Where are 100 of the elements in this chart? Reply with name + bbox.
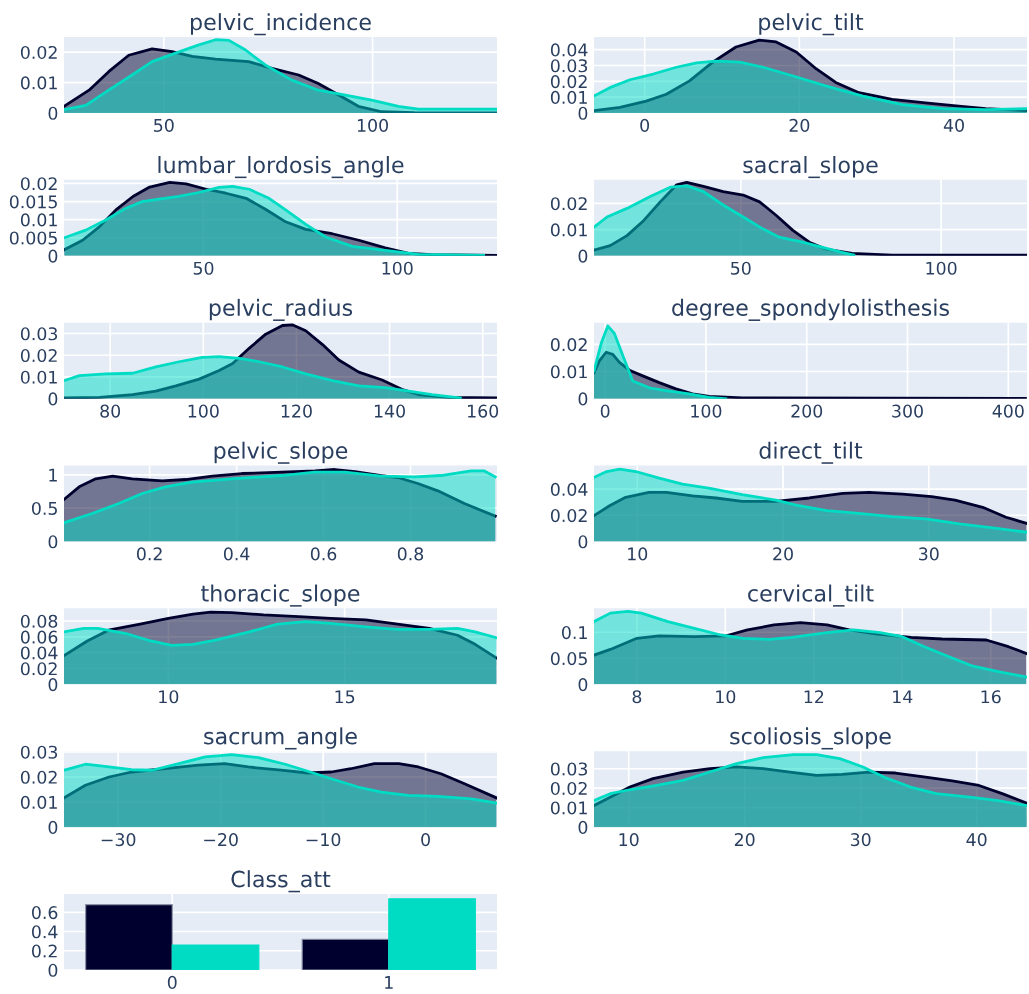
x-tick-label: 20 bbox=[773, 547, 793, 561]
y-tick-label: 0.01 bbox=[550, 90, 587, 104]
y-tick-label: 0.04 bbox=[550, 482, 588, 496]
chart-title: thoracic_slope bbox=[201, 584, 360, 607]
x-tick-label: 20 bbox=[734, 833, 755, 847]
y-tick-label: 0 bbox=[48, 106, 58, 120]
chart-title: cervical_tilt bbox=[748, 584, 874, 607]
y-tick-label: 0.02 bbox=[20, 770, 57, 784]
y-tick-label: 0.02 bbox=[20, 348, 57, 363]
x-tick-label: 30 bbox=[919, 547, 939, 561]
y-tick-label: 0.02 bbox=[550, 197, 587, 211]
y-tick-label: 0.1 bbox=[561, 626, 587, 640]
chart-title: pelvic_tilt bbox=[759, 13, 864, 36]
x-tick-label: −10 bbox=[306, 833, 341, 847]
x-tick-label: 400 bbox=[992, 404, 1024, 418]
x-tick-label: 50 bbox=[193, 261, 214, 275]
x-tick-label: 40 bbox=[966, 833, 987, 847]
y-tick-label: 0.02 bbox=[550, 509, 587, 523]
bar bbox=[301, 938, 390, 970]
y-tick-label: 0 bbox=[48, 535, 58, 549]
x-tick-label: 50 bbox=[731, 261, 751, 275]
x-tick-label: −30 bbox=[101, 833, 136, 847]
x-tick-label: 0.8 bbox=[397, 547, 424, 561]
chart-title: pelvic_slope bbox=[214, 441, 348, 464]
y-tick-label: 0.01 bbox=[550, 223, 587, 237]
y-tick-label: 0.6 bbox=[31, 906, 58, 920]
chart-title: Class_att bbox=[231, 870, 331, 893]
y-tick-label: 0.04 bbox=[20, 646, 58, 660]
y-tick-label: 0.015 bbox=[9, 195, 57, 209]
x-tick-label: 0 bbox=[421, 833, 430, 847]
x-tick-label: 12 bbox=[804, 690, 824, 704]
y-tick-label: 0.4 bbox=[31, 925, 58, 939]
x-tick-label: 10 bbox=[716, 690, 736, 704]
x-tick-label: 0 bbox=[640, 118, 650, 132]
y-tick-label: 0 bbox=[578, 678, 588, 692]
y-tick-label: 0.01 bbox=[550, 365, 587, 379]
bar bbox=[85, 904, 173, 970]
y-tick-label: 0.5 bbox=[31, 501, 57, 516]
x-tick-label: 0 bbox=[600, 404, 610, 418]
y-tick-label: 0.01 bbox=[20, 795, 57, 809]
chart-title: sacral_slope bbox=[743, 156, 878, 179]
y-tick-label: 0.03 bbox=[20, 327, 58, 341]
y-tick-label: 1 bbox=[49, 468, 57, 482]
y-tick-label: 0.01 bbox=[20, 213, 57, 227]
x-tick-label: 10 bbox=[628, 547, 648, 561]
chart-title: lumbar_lordosis_angle bbox=[158, 156, 404, 179]
y-tick-label: 0 bbox=[48, 820, 58, 835]
x-tick-label: 100 bbox=[926, 261, 957, 275]
chart-title: sacrum_angle bbox=[204, 727, 357, 750]
y-tick-label: 0.02 bbox=[550, 75, 587, 89]
x-tick-label: 100 bbox=[188, 404, 219, 418]
x-tick-label: 140 bbox=[374, 404, 405, 418]
y-tick-label: 0 bbox=[578, 535, 588, 549]
y-tick-label: 0 bbox=[48, 678, 58, 692]
y-tick-label: 0.04 bbox=[550, 43, 588, 57]
x-tick-label: 50 bbox=[154, 118, 174, 132]
x-tick-label: 8 bbox=[632, 690, 642, 704]
y-tick-label: 0.05 bbox=[550, 652, 587, 666]
x-tick-label: 14 bbox=[893, 690, 913, 704]
y-tick-label: 0 bbox=[578, 249, 588, 263]
y-tick-label: 0.03 bbox=[550, 59, 588, 73]
y-tick-label: 0.06 bbox=[20, 630, 58, 644]
x-tick-label: 0.6 bbox=[310, 547, 337, 561]
chart-title: direct_tilt bbox=[759, 441, 863, 464]
y-tick-label: 0 bbox=[48, 963, 58, 977]
x-tick-label: 200 bbox=[791, 404, 823, 418]
x-tick-label: 20 bbox=[789, 118, 810, 132]
x-tick-label: 0.2 bbox=[136, 547, 162, 561]
bar bbox=[171, 944, 260, 970]
y-tick-label: 0 bbox=[578, 820, 588, 835]
x-tick-label: 40 bbox=[943, 118, 964, 132]
x-tick-label: 100 bbox=[691, 404, 722, 418]
y-tick-label: 0.01 bbox=[550, 801, 587, 815]
y-tick-label: 0.03 bbox=[20, 745, 58, 759]
x-tick-label: 120 bbox=[281, 404, 312, 418]
y-tick-label: 0.01 bbox=[20, 370, 57, 384]
x-tick-label: −20 bbox=[204, 833, 238, 847]
y-tick-label: 0.08 bbox=[20, 614, 58, 628]
chart-title: scoliosis_slope bbox=[730, 727, 891, 750]
y-tick-label: 0.02 bbox=[20, 177, 57, 191]
y-tick-label: 0 bbox=[578, 392, 588, 406]
y-tick-label: 0.02 bbox=[550, 781, 587, 796]
y-tick-label: 0.005 bbox=[9, 231, 57, 245]
x-tick-label: 30 bbox=[850, 833, 871, 847]
y-tick-label: 0.01 bbox=[20, 76, 57, 90]
x-tick-label: 10 bbox=[619, 833, 639, 847]
y-tick-label: 0.02 bbox=[20, 662, 57, 676]
x-tick-label: 10 bbox=[159, 690, 179, 704]
y-tick-label: 0.2 bbox=[31, 944, 57, 958]
x-tick-label: 100 bbox=[382, 261, 413, 275]
y-tick-label: 0.02 bbox=[20, 45, 57, 60]
x-tick-label: 300 bbox=[892, 404, 923, 418]
y-tick-label: 0 bbox=[48, 392, 58, 406]
y-tick-label: 0 bbox=[48, 249, 58, 263]
x-tick-label: 15 bbox=[335, 690, 355, 704]
y-tick-label: 0 bbox=[578, 106, 588, 120]
x-tick-label: 80 bbox=[100, 404, 121, 418]
y-tick-label: 0.02 bbox=[550, 338, 587, 352]
chart-title: pelvic_radius bbox=[209, 298, 353, 321]
x-tick-label: 0.4 bbox=[223, 547, 250, 561]
